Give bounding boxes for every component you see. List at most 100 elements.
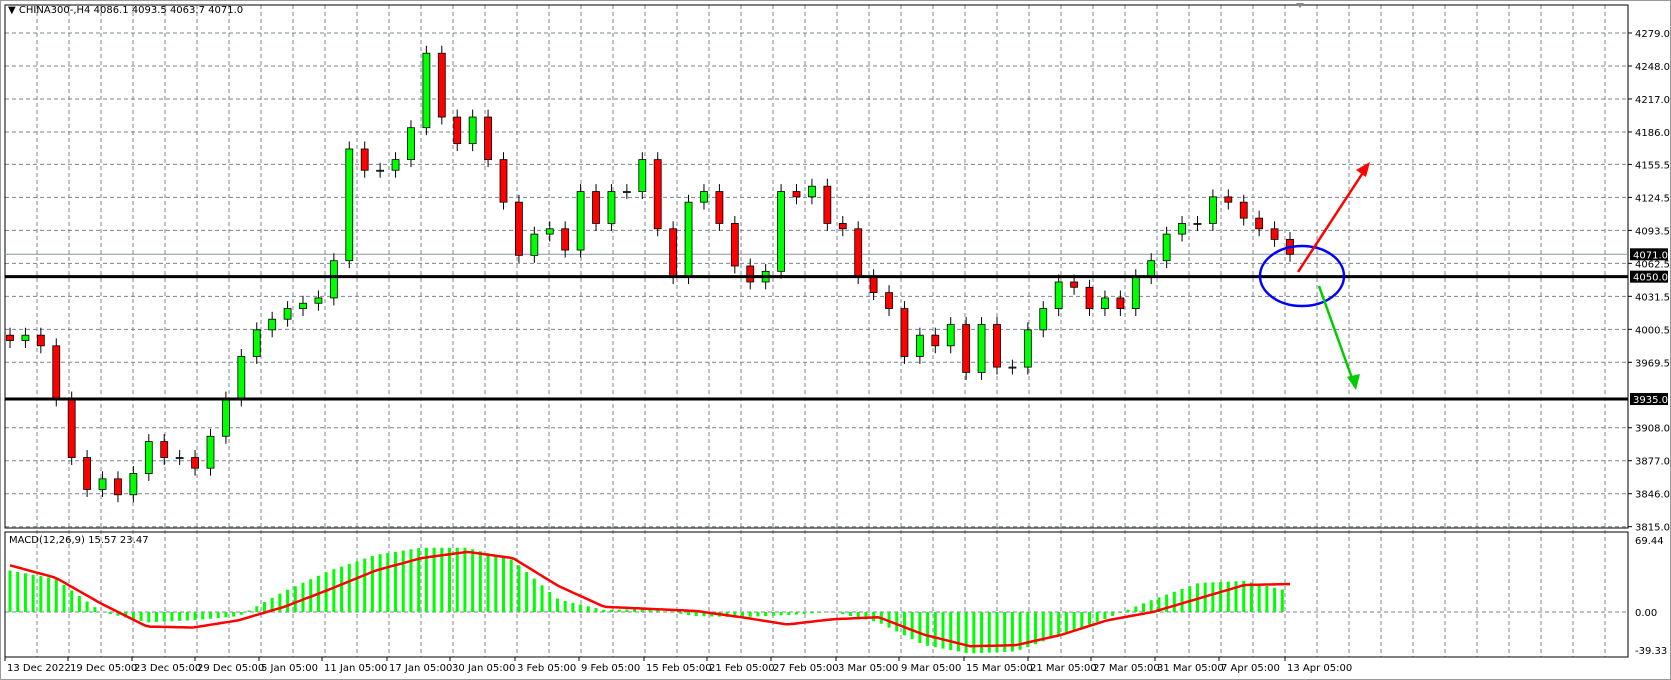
bull-candle-body [422, 52, 431, 129]
bull-candle-body [407, 127, 415, 161]
candle [622, 184, 631, 199]
bull-candle-body [391, 159, 400, 171]
bear-candle-body [746, 265, 755, 283]
bear-candle-body [854, 228, 863, 278]
bear-candle-body [869, 276, 878, 294]
bull-candle-body [175, 457, 184, 459]
bull-candle-body [1147, 260, 1156, 278]
candle [329, 253, 338, 306]
candle [653, 152, 662, 237]
candle [437, 45, 446, 125]
candle [808, 178, 816, 205]
time-tick-label: 31 Mar 05:00 [1157, 663, 1224, 674]
candle [700, 184, 708, 210]
time-tick-label: 21 Feb 05:00 [709, 663, 775, 674]
chart-title: ▼ CHINA300-,H4 4086.1 4093.5 4063.7 4071… [8, 5, 243, 16]
candle [283, 301, 292, 327]
candle [1101, 290, 1109, 317]
arrow-up-shaft [1296, 167, 1368, 273]
candle [946, 317, 955, 354]
candle [268, 311, 277, 338]
candle [345, 141, 354, 269]
candle [1270, 221, 1279, 247]
bear-candle-body [1116, 297, 1125, 309]
bear-candle-body [67, 398, 76, 458]
bull-candle-body [376, 169, 385, 172]
bear-candle-body [499, 159, 508, 203]
bull-candle-body [684, 201, 693, 278]
bear-candle-body [6, 334, 14, 341]
bear-candle-body [515, 201, 523, 256]
candle [191, 450, 199, 476]
bull-candle-body [329, 260, 338, 299]
level-label: 4050.0 [1633, 273, 1668, 284]
bull-candle-body [622, 191, 631, 193]
ohlc-readout: 4086.1 4093.5 4063.7 4071.0 [93, 5, 244, 16]
time-tick-label: 19 Dec 05:00 [70, 663, 137, 674]
candle [777, 184, 785, 279]
candle [993, 317, 1001, 375]
bull-candle-body [977, 324, 986, 373]
bear-candle-body [838, 223, 847, 230]
time-tick-label: 21 Mar 05:00 [1030, 663, 1097, 674]
arrow-down-shaft [1317, 285, 1355, 382]
candle [422, 45, 431, 136]
price-tick-label: 4031.5 [1635, 292, 1670, 303]
bear-candle-body [52, 345, 61, 400]
level-label-bg [1630, 270, 1668, 283]
time-tick-label: 7 Apr 05:00 [1221, 663, 1280, 674]
price-tick-label: 4155.5 [1635, 160, 1670, 171]
price-tick-label: 3815.0 [1635, 523, 1670, 534]
bear-candle-body [1255, 217, 1264, 230]
bull-candle-body [700, 191, 708, 203]
bear-candle-body [669, 228, 678, 278]
candle [114, 471, 122, 503]
candle [869, 269, 878, 301]
bull-candle-body [1208, 196, 1217, 224]
candle [98, 471, 107, 497]
bull-candle-body [1008, 366, 1017, 369]
price-tick-label: 3908.0 [1635, 424, 1670, 435]
highlight-ellipse [1258, 244, 1346, 308]
macd-tick-label: -39.33 [1635, 646, 1667, 657]
time-tick-label: 27 Mar 05:00 [1093, 663, 1160, 674]
price-tick-label: 4093.5 [1635, 226, 1670, 237]
candle [1039, 301, 1048, 338]
price-tick-label: 4062.5 [1635, 259, 1670, 270]
candle [314, 290, 323, 311]
candle [962, 317, 971, 380]
candle [977, 317, 986, 380]
macd-signal-line [9, 550, 1291, 648]
candle [684, 194, 693, 285]
candle [453, 109, 462, 152]
bear-candle-body [191, 457, 199, 469]
bull-candle-body [206, 435, 215, 469]
candle [838, 216, 847, 237]
candle [83, 450, 92, 497]
macd-label: MACD(12,26,9) 15.57 23.47 [9, 535, 149, 546]
price-tick-label: 3846.0 [1635, 490, 1670, 501]
bear-candle-body [931, 334, 940, 347]
bull-candle-body [237, 356, 246, 400]
bull-candle-body [299, 302, 307, 309]
bull-candle-body [21, 334, 30, 341]
bull-candle-body [808, 185, 816, 198]
candle [67, 391, 76, 465]
price-tick-label: 3877.0 [1635, 457, 1670, 468]
price-tick-label: 4000.5 [1635, 325, 1670, 336]
bear-candle-body [360, 148, 369, 171]
collapse-triangle-icon[interactable]: ▼ [8, 5, 16, 16]
candle [900, 301, 909, 364]
bull-candle-body [1162, 233, 1171, 262]
candle [607, 184, 616, 231]
time-tick-label: 15 Mar 05:00 [966, 663, 1033, 674]
time-tick-label: 3 Mar 05:00 [838, 663, 898, 674]
bull-candle-body [1131, 276, 1140, 309]
candle [823, 178, 832, 231]
candle [160, 434, 169, 465]
level-label-bg [1630, 393, 1668, 406]
bear-candle-body [1070, 281, 1078, 288]
candle [592, 184, 600, 231]
candle [730, 216, 739, 274]
